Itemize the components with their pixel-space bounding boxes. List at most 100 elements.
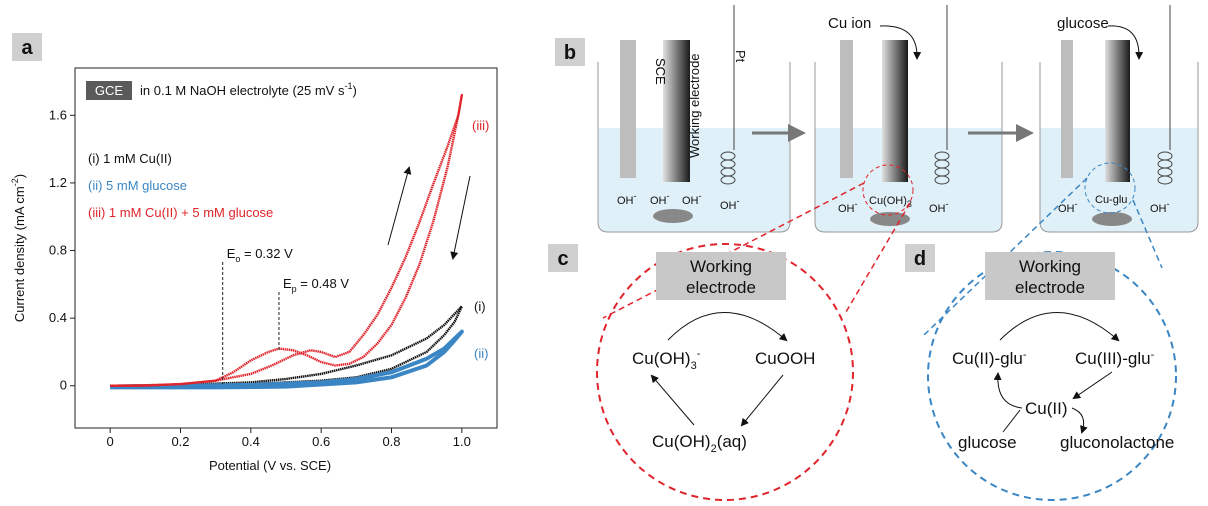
species-label: CuOOH [755, 349, 815, 368]
annotation-symbol: E [227, 246, 236, 261]
species-text: Cu(II)-glu [952, 349, 1023, 368]
panel-label: d [914, 248, 926, 270]
species-label: Cu(OH)2(aq) [652, 432, 747, 455]
y-tick-label: 1.6 [49, 107, 67, 122]
zoom-line [845, 202, 911, 313]
species-label: glucose [958, 433, 1017, 452]
panel-label: a [21, 37, 33, 59]
data-line [110, 93, 464, 387]
plot-area [110, 93, 464, 390]
species-label: Cu(III)-glu- [1075, 349, 1155, 368]
y-axis-label: Current density (mA cm-2) [10, 174, 27, 322]
plot-frame [74, 67, 498, 429]
annotation-text: = 0.32 V [240, 246, 293, 261]
x-tick-label: 0.8 [382, 434, 400, 449]
species-text: Cu(OH) [652, 432, 711, 451]
legend-entry: (iii) 1 mM Cu(II) + 5 mM glucose [88, 205, 273, 220]
ion-label: OH- [720, 196, 740, 212]
ion-label: OH- [838, 199, 858, 215]
ion-text: OH [929, 203, 946, 215]
reaction-arrow [999, 312, 1120, 342]
y-label-sup: -2 [10, 178, 20, 186]
curve-label: (iii) [472, 118, 489, 133]
x-tick-label: 0.6 [312, 434, 330, 449]
reaction-arrow [1071, 407, 1088, 434]
reaction-arrow [650, 374, 695, 426]
beaker-1 [597, 5, 791, 233]
ion-text: OH [617, 195, 634, 207]
ion-label: OH- [682, 191, 702, 207]
y-label-close: ) [12, 174, 27, 178]
beaker-2 [814, 5, 1003, 233]
y-label-text: Current density (mA cm [12, 186, 27, 322]
addition-label: Cu ion [828, 15, 871, 32]
data-line [110, 305, 464, 388]
y-tick-label: 0.8 [49, 243, 67, 258]
ion-sup: - [737, 196, 740, 206]
ion-text: OH [838, 203, 855, 215]
x-tick-label: 0.2 [171, 434, 189, 449]
x-axis-label: Potential (V vs. SCE) [209, 458, 331, 473]
ion-sup: - [667, 191, 670, 201]
scan-arrow [387, 166, 412, 246]
panel-label-box [555, 38, 585, 66]
header-text: in 0.1 M NaOH electrolyte (25 mV s [140, 83, 345, 98]
electrode-label: Working electrode [687, 53, 702, 158]
ion-sup: - [855, 199, 858, 209]
complex-text: Cu(OH) [869, 195, 907, 207]
complex-label: Cu-glu [1095, 194, 1127, 206]
ion-text: OH [650, 195, 667, 207]
ion-sup: - [634, 191, 637, 201]
beaker-3 [1039, 5, 1199, 233]
x-tick-label: 0 [107, 434, 114, 449]
panel-label-box [548, 244, 578, 272]
annotation-symbol: E [283, 276, 292, 291]
species-sub: 3 [691, 360, 697, 372]
header-close: ) [352, 83, 356, 98]
species-sub: 2 [711, 443, 717, 455]
reaction-arrow [993, 372, 1023, 409]
header-box-text: GCE [95, 83, 124, 98]
species-label: Cu(II)-glu- [952, 349, 1027, 368]
panel-label: c [557, 248, 568, 270]
zoom-line [602, 182, 865, 319]
box-text: electrode [1015, 278, 1085, 297]
ion-sup: - [1075, 199, 1078, 209]
scan-arrow [450, 175, 471, 260]
ion-label: OH- [650, 191, 670, 207]
reaction-arrow [740, 374, 784, 427]
electrode-box [985, 252, 1115, 300]
x-tick-label: 0.4 [242, 434, 260, 449]
y-tick-label: 1.2 [49, 175, 67, 190]
ion-label: OH- [1058, 199, 1078, 215]
reaction-arrow [667, 312, 788, 342]
zoom-line [1132, 199, 1163, 269]
species-text: Cu(III)-glu [1075, 349, 1151, 368]
box-text: electrode [686, 278, 756, 297]
box-text: Working [1019, 257, 1081, 276]
panel-label: b [564, 42, 576, 64]
header-sup: -1 [344, 81, 352, 91]
complex-label: Cu(OH)3 [869, 195, 912, 209]
species-sup: - [697, 348, 701, 360]
ion-text: OH [682, 195, 699, 207]
curve-label: (ii) [474, 346, 488, 361]
annotation: Eo = 0.32 V [227, 246, 293, 264]
annotation-subscript: p [292, 284, 297, 294]
electrode-label: SCE [653, 58, 668, 85]
reaction-arrow [1072, 371, 1113, 400]
annotation: Ep = 0.48 V [283, 276, 349, 294]
species-label: Cu(OH)3- [632, 348, 701, 372]
ion-sup: - [1167, 199, 1170, 209]
x-tick-label: 1.0 [453, 434, 471, 449]
reaction-line [1002, 409, 1021, 433]
electrode-box [656, 252, 786, 300]
legend-entry: (i) 1 mM Cu(II) [88, 151, 172, 166]
annotation-text: = 0.48 V [297, 276, 350, 291]
chart-header: in 0.1 M NaOH electrolyte (25 mV s-1) [140, 81, 357, 98]
ion-text: OH [1150, 203, 1167, 215]
zoom-circle [596, 243, 854, 501]
legend-entry: (ii) 5 mM glucose [88, 178, 187, 193]
